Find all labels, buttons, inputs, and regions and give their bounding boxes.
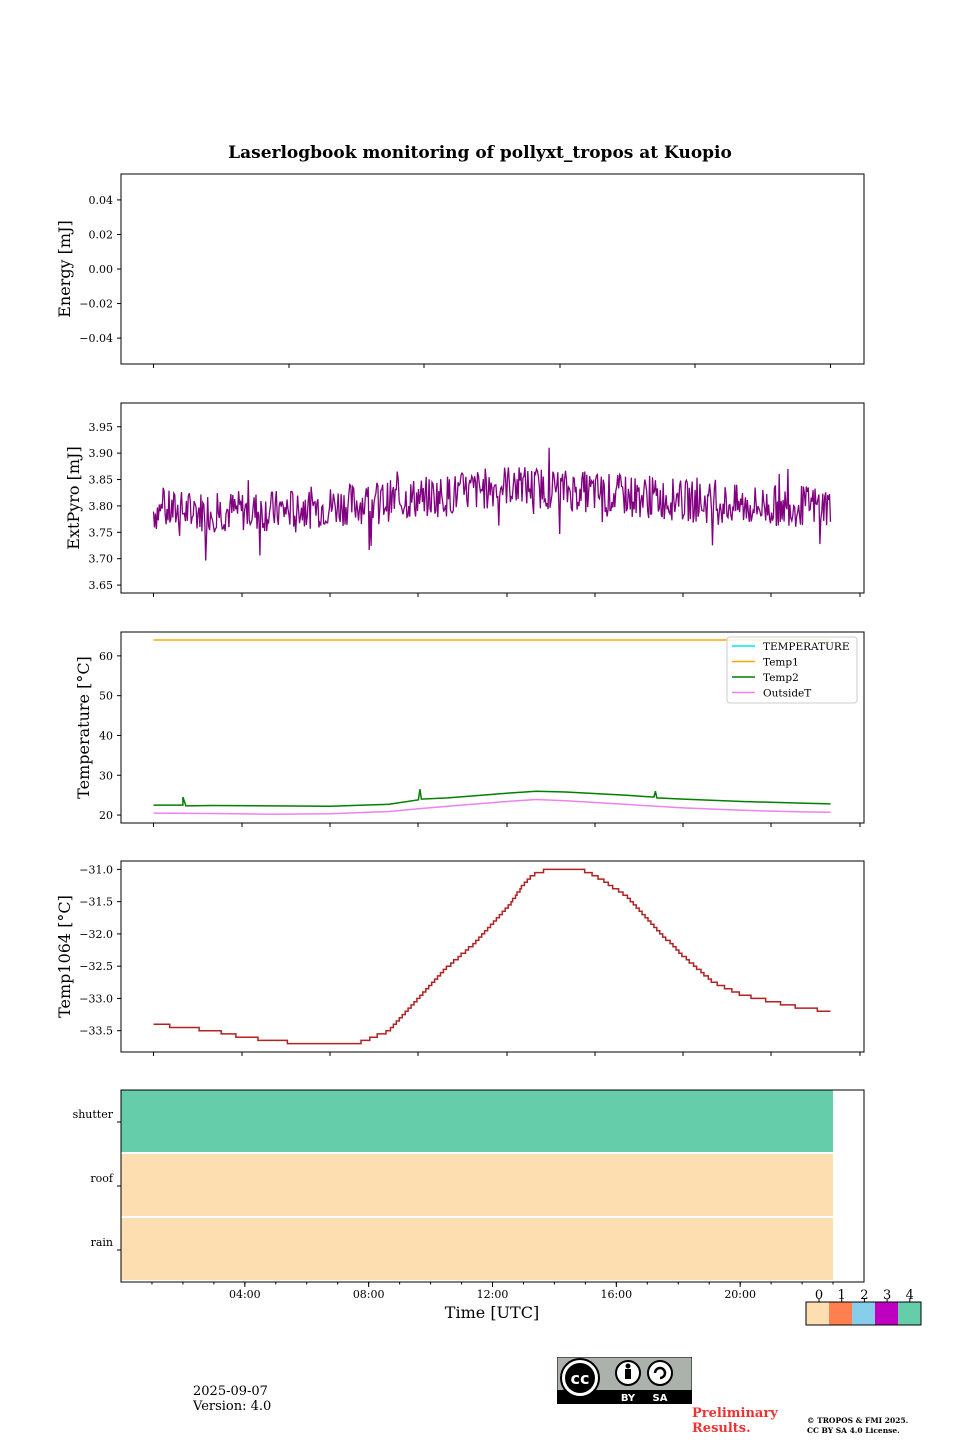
plot-frame — [120, 173, 865, 365]
y-axis-label: Temperature [°C] — [74, 656, 93, 799]
y-tick-label: −33.0 — [79, 992, 113, 1005]
colorbar-tick-label: 3 — [883, 1288, 891, 1303]
legend-label: Temp1 — [763, 657, 799, 669]
y-tick-label: 3.85 — [89, 474, 114, 487]
colorbar-tick-label: 0 — [815, 1288, 823, 1303]
y-tick-label: 3.90 — [89, 447, 114, 460]
x-tick-label: 16:00 — [600, 1288, 632, 1301]
y-axis-label: ExtPyro [mJ] — [64, 446, 83, 549]
energy-panel: 0.04 0.02 0.00 −0.02 −0.04 Energy [mJ] — [55, 173, 865, 368]
y-tick-label: roof — [90, 1172, 114, 1185]
by-text: BY — [621, 1393, 636, 1404]
preliminary-line1: Preliminary — [692, 1406, 778, 1421]
y-tick-label: 0.02 — [89, 228, 114, 241]
y-tick-label: 0.00 — [89, 263, 114, 276]
y-tick-label: −0.02 — [79, 298, 113, 311]
y-axis-label: Energy [mJ] — [55, 220, 74, 318]
preliminary-note: Preliminary Results. — [692, 1406, 778, 1436]
figure-title: Laserlogbook monitoring of pollyxt_tropo… — [228, 143, 732, 163]
y-tick-label: −32.5 — [79, 960, 113, 973]
plot-frame — [120, 860, 865, 1053]
legend-label: Temp2 — [763, 672, 799, 684]
y-tick-label: 3.95 — [89, 421, 114, 434]
copyright-line1: © TROPOS & FMI 2025. — [807, 1416, 909, 1425]
colorbar-swatch — [898, 1302, 921, 1325]
colorbar-swatch — [852, 1302, 875, 1325]
legend: TEMPERATURE Temp1 Temp2 OutsideT — [726, 636, 858, 704]
y-tick-label: −31.5 — [79, 896, 113, 909]
y-axis-label: Temp1064 [°C] — [55, 895, 74, 1018]
cc-by-sa-logo: cc BY SA — [556, 1356, 693, 1408]
temperature-panel: 60 50 40 30 20 Temperature [°C] TEMPERATURE Tem… — [74, 631, 865, 827]
series-line-outsidet — [153, 798, 831, 815]
series-line-temp2 — [153, 789, 831, 808]
extpyro-panel: 3.95 3.90 3.85 3.80 3.75 3.70 3.65 ExtPyro [mJ] — [64, 402, 865, 597]
x-tick-label: 04:00 — [229, 1288, 261, 1301]
y-tick-label: −31.0 — [79, 863, 113, 876]
plot-frame — [120, 402, 865, 594]
plot-frame — [120, 631, 865, 824]
series-line-extpyro — [152, 447, 832, 561]
colorbar-tick-label: 2 — [860, 1288, 868, 1303]
status-panel: shutter roof rain 04:00 08:00 12:00 16:00 20:00… — [73, 1089, 865, 1322]
footer-version: Version: 4.0 — [193, 1399, 272, 1414]
colorbar-swatch — [875, 1302, 898, 1325]
footer-info: 2025-09-07 Version: 4.0 — [193, 1384, 271, 1414]
y-tick-label: 50 — [99, 690, 113, 703]
status-cell-shutter — [121, 1090, 834, 1152]
y-tick-label: 3.65 — [89, 579, 114, 592]
sa-text: SA — [653, 1393, 668, 1404]
copyright-line2: CC BY SA 4.0 License. — [807, 1426, 900, 1435]
y-tick-label: −32.0 — [79, 928, 113, 941]
y-tick-label: 3.80 — [89, 500, 114, 513]
y-tick-label: 3.70 — [89, 553, 114, 566]
colorbar-tick-label: 1 — [838, 1288, 846, 1303]
y-tick-label: 3.75 — [89, 526, 114, 539]
y-tick-label: 0.04 — [89, 194, 114, 207]
y-tick-label: 30 — [99, 769, 113, 782]
y-tick-label: 20 — [99, 809, 113, 822]
y-tick-label: 60 — [99, 650, 113, 663]
x-axis-label: Time [UTC] — [445, 1303, 539, 1322]
legend-label: OutsideT — [763, 688, 811, 700]
preliminary-line2: Results. — [692, 1421, 751, 1436]
cc-text: cc — [571, 1369, 590, 1388]
y-tick-label: −0.04 — [79, 332, 113, 345]
legend-label: TEMPERATURE — [763, 641, 850, 653]
legend-box — [726, 636, 858, 704]
colorbar-swatch — [829, 1302, 852, 1325]
y-tick-label: shutter — [73, 1108, 114, 1121]
series-line-temp1064 — [153, 868, 831, 1045]
colorbar-swatch — [806, 1302, 829, 1325]
copyright-note: © TROPOS & FMI 2025. CC BY SA 4.0 Licens… — [807, 1416, 908, 1436]
status-cell-roof — [121, 1154, 834, 1216]
status-cell-rain — [121, 1218, 834, 1280]
footer-date: 2025-09-07 — [193, 1384, 268, 1399]
temp1064-panel: −31.0 −31.5 −32.0 −32.5 −33.0 −33.5 Temp1064 [… — [55, 860, 865, 1056]
x-tick-label: 20:00 — [724, 1288, 756, 1301]
x-tick-label: 12:00 — [477, 1288, 509, 1301]
y-tick-label: rain — [91, 1236, 113, 1249]
colorbar-tick-label: 4 — [906, 1288, 914, 1303]
colorbar-frame — [805, 1301, 922, 1326]
y-tick-label: −33.5 — [79, 1025, 113, 1038]
x-tick-label: 08:00 — [353, 1288, 385, 1301]
y-tick-label: 40 — [99, 729, 113, 742]
